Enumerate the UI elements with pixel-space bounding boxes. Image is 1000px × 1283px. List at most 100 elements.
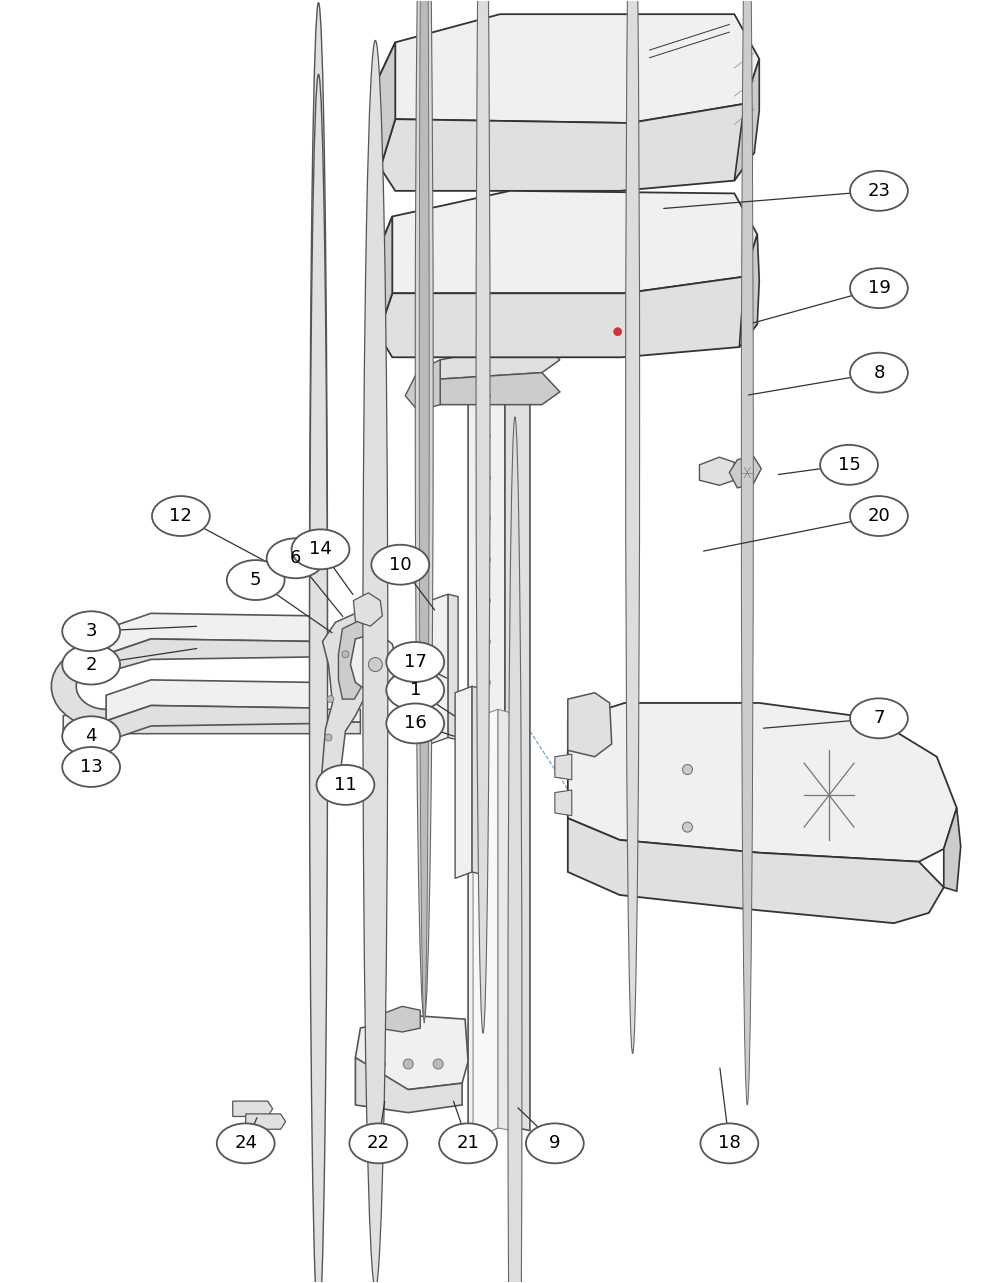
Text: 14: 14 [309, 540, 332, 558]
Polygon shape [353, 593, 382, 626]
Ellipse shape [310, 3, 327, 1255]
Polygon shape [106, 613, 319, 654]
Circle shape [484, 761, 491, 769]
Ellipse shape [62, 644, 120, 685]
Text: 16: 16 [404, 715, 427, 733]
Polygon shape [51, 644, 106, 729]
Ellipse shape [820, 445, 878, 485]
Polygon shape [944, 808, 961, 892]
Ellipse shape [62, 611, 120, 652]
Ellipse shape [217, 1124, 275, 1164]
Polygon shape [473, 709, 498, 1138]
Circle shape [484, 475, 491, 481]
Ellipse shape [741, 0, 753, 1105]
Ellipse shape [292, 530, 349, 570]
Ellipse shape [850, 497, 908, 536]
Ellipse shape [626, 0, 640, 1053]
Polygon shape [440, 372, 560, 404]
Ellipse shape [62, 716, 120, 756]
Polygon shape [555, 790, 572, 816]
Text: 8: 8 [873, 363, 885, 381]
Circle shape [403, 1058, 413, 1069]
Polygon shape [106, 706, 319, 742]
Polygon shape [375, 191, 757, 294]
Text: 9: 9 [549, 1134, 561, 1152]
Text: 11: 11 [334, 776, 357, 794]
Ellipse shape [386, 642, 444, 683]
Polygon shape [350, 633, 398, 693]
Polygon shape [448, 594, 458, 740]
Polygon shape [375, 217, 392, 335]
Ellipse shape [386, 703, 444, 743]
Circle shape [484, 843, 491, 849]
Text: 17: 17 [404, 653, 427, 671]
Ellipse shape [850, 171, 908, 210]
Text: 18: 18 [718, 1134, 741, 1152]
Ellipse shape [508, 417, 522, 1283]
Ellipse shape [439, 1124, 497, 1164]
Ellipse shape [227, 561, 285, 600]
Polygon shape [405, 359, 440, 411]
Circle shape [368, 658, 382, 671]
Text: 13: 13 [80, 758, 103, 776]
Polygon shape [440, 341, 560, 378]
Circle shape [484, 925, 491, 931]
Ellipse shape [700, 1124, 758, 1164]
Circle shape [325, 734, 332, 742]
Text: 23: 23 [867, 182, 890, 200]
Polygon shape [355, 1015, 468, 1089]
Circle shape [484, 679, 491, 686]
Polygon shape [338, 621, 372, 699]
Circle shape [484, 802, 491, 808]
Polygon shape [375, 14, 759, 123]
Text: 4: 4 [85, 727, 97, 745]
Text: 22: 22 [367, 1134, 390, 1152]
Ellipse shape [850, 698, 908, 738]
Polygon shape [568, 819, 944, 924]
Circle shape [614, 327, 622, 336]
Text: 10: 10 [389, 556, 412, 574]
Polygon shape [555, 754, 572, 780]
Polygon shape [498, 709, 512, 1130]
Text: 15: 15 [838, 455, 860, 473]
Ellipse shape [526, 1124, 584, 1164]
Ellipse shape [363, 41, 388, 1283]
Polygon shape [699, 457, 734, 485]
Text: 19: 19 [868, 280, 890, 298]
Circle shape [484, 597, 491, 604]
Circle shape [682, 822, 692, 833]
Text: 20: 20 [868, 507, 890, 525]
Text: 1: 1 [410, 681, 421, 699]
Polygon shape [430, 594, 448, 744]
Text: 5: 5 [250, 571, 261, 589]
Circle shape [484, 514, 491, 522]
Ellipse shape [371, 545, 429, 585]
Polygon shape [378, 277, 757, 357]
Text: 3: 3 [85, 622, 97, 640]
Polygon shape [355, 1057, 462, 1112]
Circle shape [342, 650, 349, 658]
Ellipse shape [349, 1124, 407, 1164]
Circle shape [433, 1058, 443, 1069]
Ellipse shape [415, 0, 433, 1019]
Polygon shape [375, 42, 395, 168]
Polygon shape [106, 639, 319, 672]
Polygon shape [233, 1101, 273, 1116]
Ellipse shape [310, 74, 327, 1283]
Polygon shape [739, 235, 759, 346]
Circle shape [484, 638, 491, 645]
Ellipse shape [62, 747, 120, 786]
Circle shape [327, 695, 334, 703]
Circle shape [484, 884, 491, 890]
Polygon shape [63, 709, 360, 729]
Circle shape [375, 1058, 385, 1069]
Polygon shape [505, 357, 530, 1130]
Polygon shape [568, 703, 957, 862]
Circle shape [484, 556, 491, 563]
Polygon shape [568, 693, 612, 757]
Polygon shape [472, 686, 482, 875]
Circle shape [484, 434, 491, 440]
Text: 2: 2 [85, 656, 97, 674]
Text: 24: 24 [234, 1134, 257, 1152]
Polygon shape [729, 455, 761, 488]
